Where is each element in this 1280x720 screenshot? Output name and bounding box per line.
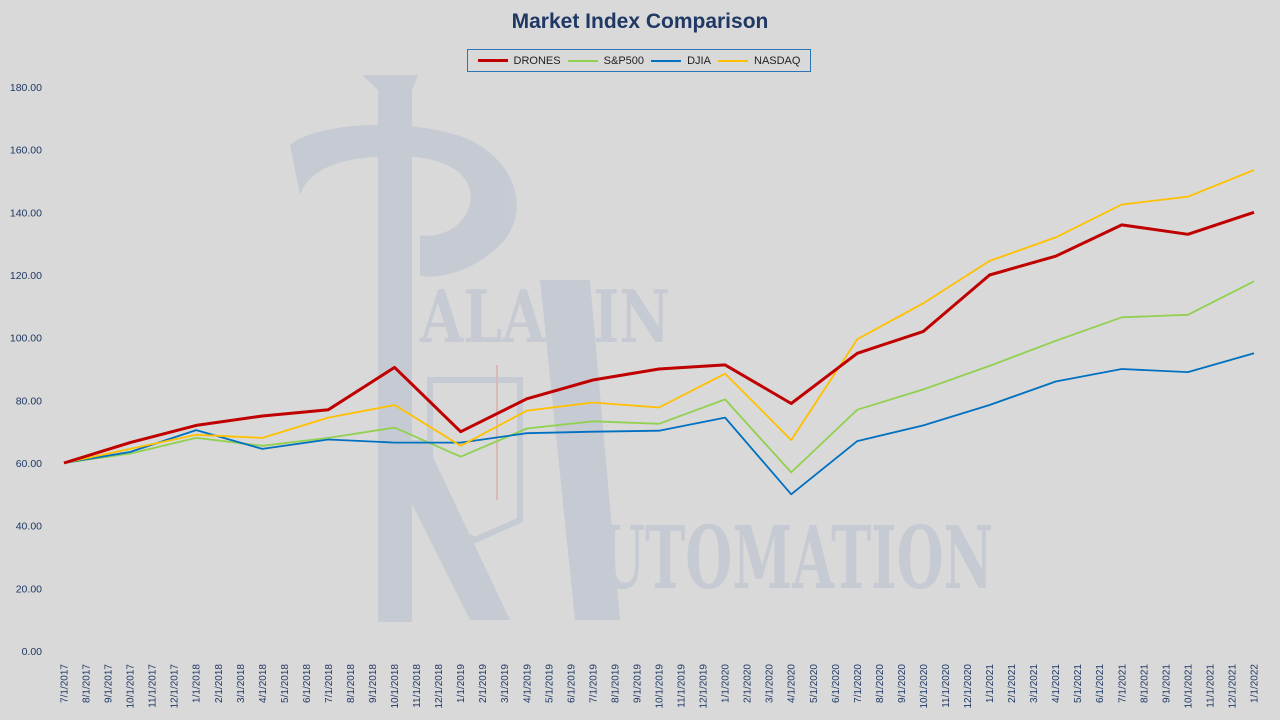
x-tick-label: 11/1/2021 — [1205, 664, 1216, 708]
x-tick-label: 9/1/2019 — [632, 664, 643, 703]
legend-label-sp500: S&P500 — [603, 54, 645, 67]
x-tick-label: 10/1/2021 — [1183, 664, 1194, 709]
x-tick-label: 8/1/2018 — [346, 664, 357, 703]
watermark-line1: ALADIN — [419, 274, 670, 359]
series-line-nasdaq — [63, 169, 1255, 464]
y-tick-label: 60.00 — [16, 458, 42, 470]
legend-swatch-drones — [477, 59, 508, 62]
x-tick-label: 11/1/2017 — [148, 664, 159, 708]
legend-item-drones: DRONES — [477, 54, 561, 67]
x-tick-label: 11/1/2019 — [677, 664, 688, 708]
x-tick-label: 3/1/2020 — [765, 664, 776, 703]
x-tick-label: 7/1/2019 — [588, 664, 599, 703]
legend-item-nasdaq: NASDAQ — [718, 55, 800, 67]
legend: DRONES S&P500 DJIA NASDAQ — [467, 49, 811, 72]
x-tick-label: 6/1/2018 — [302, 664, 313, 703]
x-tick-label: 8/1/2021 — [1139, 664, 1150, 703]
x-tick-label: 10/1/2019 — [655, 664, 666, 709]
x-tick-label: 3/1/2019 — [500, 664, 511, 703]
x-tick-label: 9/1/2017 — [104, 664, 115, 703]
x-tick-label: 2/1/2020 — [743, 664, 754, 703]
legend-swatch-djia — [651, 59, 682, 62]
x-tick-label: 12/1/2019 — [699, 664, 710, 709]
y-tick-label: 0.00 — [22, 646, 43, 658]
watermark-line2: UTOMATION — [598, 508, 993, 609]
x-tick-label: 1/1/2018 — [192, 664, 203, 703]
legend-label-nasdaq: NASDAQ — [754, 54, 801, 67]
y-tick-label: 100.00 — [10, 333, 42, 345]
series-line-djia — [63, 352, 1255, 496]
series-line-drones — [63, 210, 1255, 465]
x-tick-label: 2/1/2018 — [214, 664, 225, 703]
x-tick-label: 10/1/2020 — [919, 664, 930, 709]
series-line-sp500 — [63, 280, 1255, 474]
x-tick-label: 4/1/2019 — [522, 664, 533, 703]
x-tick-label: 2/1/2019 — [478, 664, 489, 703]
x-tick-label: 5/1/2021 — [1073, 664, 1084, 703]
x-tick-label: 1/1/2021 — [985, 664, 996, 703]
watermark-logo: ALADIN UTOMATION — [290, 75, 993, 622]
x-tick-label: 4/1/2018 — [258, 664, 269, 703]
y-tick-label: 180.00 — [10, 82, 42, 94]
x-tick-label: 7/1/2020 — [853, 664, 864, 703]
x-tick-label: 10/1/2017 — [126, 664, 137, 709]
x-tick-label: 12/1/2020 — [963, 664, 974, 709]
x-tick-label: 1/1/2019 — [456, 664, 467, 703]
x-tick-label: 12/1/2018 — [434, 664, 445, 709]
x-tick-label: 7/1/2021 — [1117, 664, 1128, 703]
y-tick-label: 80.00 — [16, 395, 42, 407]
x-tick-label: 5/1/2018 — [280, 664, 291, 703]
x-tick-label: 9/1/2021 — [1161, 664, 1172, 703]
x-tick-label: 6/1/2021 — [1095, 664, 1106, 703]
x-tick-label: 7/1/2017 — [60, 664, 71, 703]
x-tick-label: 7/1/2018 — [324, 664, 335, 703]
x-tick-label: 6/1/2019 — [566, 664, 577, 703]
legend-item-sp500: S&P500 — [567, 54, 645, 67]
x-tick-label: 8/1/2020 — [875, 664, 886, 703]
x-tick-label: 11/1/2020 — [941, 664, 952, 708]
x-tick-label: 4/1/2020 — [787, 664, 798, 703]
legend-swatch-nasdaq — [718, 59, 748, 62]
legend-swatch-sp500 — [567, 59, 598, 62]
x-tick-label: 12/1/2017 — [170, 664, 181, 709]
y-tick-label: 40.00 — [16, 521, 42, 533]
x-tick-label: 10/1/2018 — [390, 664, 401, 709]
x-tick-label: 9/1/2018 — [368, 664, 379, 703]
x-tick-label: 2/1/2021 — [1007, 664, 1018, 703]
x-tick-label: 5/1/2019 — [544, 664, 555, 703]
legend-label-djia: DJIA — [687, 54, 711, 67]
x-tick-label: 1/1/2022 — [1250, 664, 1261, 703]
x-tick-label: 11/1/2018 — [412, 664, 423, 708]
x-axis: 7/1/2017 8/1/2017 9/1/2017 10/1/2017 11/1/20… — [60, 664, 1261, 709]
x-tick-label: 5/1/2020 — [809, 664, 820, 703]
y-tick-label: 160.00 — [10, 145, 42, 157]
y-tick-label: 140.00 — [10, 207, 42, 219]
y-tick-label: 120.00 — [10, 270, 42, 282]
legend-label-drones: DRONES — [513, 54, 561, 67]
x-tick-label: 8/1/2019 — [610, 664, 621, 703]
chart-title: Market Index Comparison — [511, 10, 769, 33]
x-tick-label: 12/1/2021 — [1227, 664, 1238, 709]
x-tick-label: 4/1/2021 — [1051, 664, 1062, 703]
x-tick-label: 9/1/2020 — [897, 664, 908, 703]
plot-lines — [63, 169, 1255, 496]
y-tick-label: 20.00 — [16, 583, 42, 595]
x-tick-label: 6/1/2020 — [831, 664, 842, 703]
legend-item-djia: DJIA — [651, 55, 711, 67]
x-tick-label: 1/1/2020 — [721, 664, 732, 703]
y-axis: 0.00 20.00 40.00 60.00 80.00 100.00 120.00 140.… — [10, 82, 42, 658]
x-tick-label: 3/1/2018 — [236, 664, 247, 703]
x-tick-label: 3/1/2021 — [1029, 664, 1040, 703]
x-tick-label: 8/1/2017 — [82, 664, 93, 703]
